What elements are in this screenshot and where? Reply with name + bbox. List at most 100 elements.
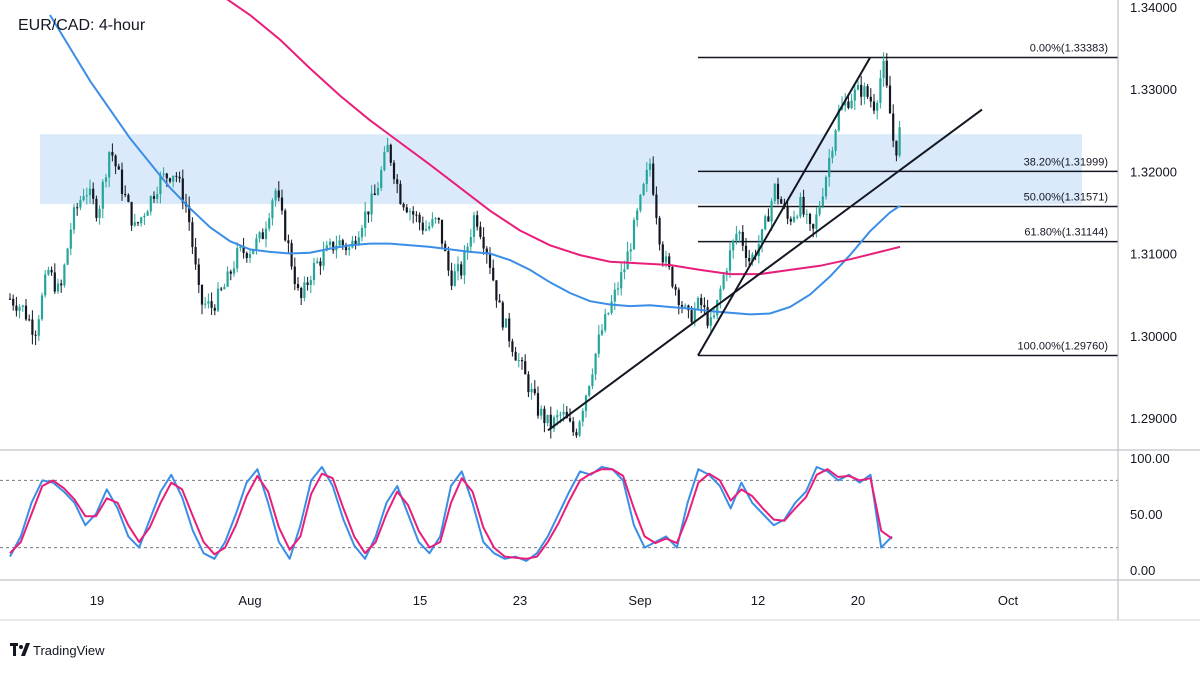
oscillator-tick-label: 100.00 [1130, 451, 1170, 466]
candle [47, 266, 50, 276]
candle [860, 75, 863, 106]
candle [549, 406, 552, 439]
candle [280, 189, 284, 215]
candle [104, 173, 108, 188]
candle [882, 52, 885, 87]
candle [380, 166, 383, 191]
candle [786, 199, 789, 225]
rising-channel-line [697, 57, 871, 356]
price-axis: 1.29000 1.30000 1.31000 1.32000 1.33000 1.340… [1130, 0, 1177, 578]
time-tick-label: Aug [238, 593, 261, 608]
candle [130, 201, 133, 231]
oscillator-tick-label: 0.00 [1130, 563, 1155, 578]
candle [508, 312, 511, 348]
candle [79, 195, 82, 211]
candle [524, 354, 527, 375]
candle [101, 179, 104, 219]
candle [264, 221, 268, 248]
fib-level-label: 0.00%(1.33383) [1030, 42, 1108, 54]
candle [872, 94, 876, 115]
stochastic-layer [0, 466, 1118, 562]
candle [168, 177, 172, 184]
candle [434, 216, 437, 224]
candle [284, 208, 287, 242]
candle [636, 207, 639, 227]
candle [469, 229, 472, 253]
candle [428, 222, 431, 232]
candle [709, 310, 712, 336]
candle [245, 251, 248, 263]
candle [741, 225, 744, 252]
candle [274, 188, 277, 207]
candle [796, 214, 799, 220]
price-tick-label: 1.31000 [1130, 247, 1177, 262]
candle [8, 293, 12, 301]
candle [485, 246, 488, 264]
candle [850, 93, 853, 110]
candle [56, 278, 60, 294]
candle [552, 415, 556, 433]
candle [367, 211, 370, 223]
candle [200, 284, 204, 315]
candle [482, 227, 485, 255]
candle [242, 237, 245, 259]
candle [620, 263, 623, 296]
candle [111, 143, 114, 162]
candle [210, 292, 213, 315]
candle [117, 163, 120, 170]
stochastic-d-line [9, 468, 893, 560]
candle [543, 405, 546, 433]
candle [178, 171, 181, 183]
candle [780, 196, 783, 205]
candle [808, 212, 812, 232]
moving-average-slow [226, 0, 901, 276]
candle [869, 88, 872, 108]
candle [418, 212, 421, 231]
candle [370, 185, 373, 222]
candle [744, 238, 748, 268]
candle [831, 146, 834, 164]
candle [146, 209, 149, 216]
candle [895, 140, 898, 162]
candle [696, 296, 700, 311]
candle [18, 304, 21, 319]
candle [60, 279, 63, 293]
resistance-zone [40, 134, 1082, 205]
candle [226, 266, 229, 288]
candle [402, 202, 405, 211]
candle [437, 217, 440, 224]
candle [530, 383, 533, 400]
candle [492, 259, 495, 282]
candle [591, 368, 594, 390]
uptrend-line [547, 108, 983, 432]
candle [514, 346, 517, 361]
candle [642, 182, 645, 197]
candle [258, 231, 261, 243]
time-tick-label: 12 [751, 593, 765, 608]
candle [127, 193, 130, 203]
fib-level-label: 100.00%(1.29760) [1017, 340, 1108, 352]
candle [412, 206, 415, 224]
candle [805, 209, 808, 225]
candle [376, 181, 380, 196]
candle [652, 156, 655, 197]
candle [616, 281, 620, 296]
candle [271, 198, 274, 226]
candle [15, 296, 18, 317]
candle [460, 261, 463, 280]
candle [853, 84, 856, 110]
candle [655, 186, 658, 225]
candle [578, 420, 581, 437]
candle [728, 242, 732, 279]
candle [389, 143, 392, 166]
candle [399, 180, 402, 205]
candle [668, 252, 671, 270]
candle [866, 83, 869, 100]
candle [28, 314, 31, 322]
candle [716, 299, 719, 319]
candle [373, 184, 376, 196]
candle [213, 304, 216, 316]
candle [24, 298, 28, 321]
candle [722, 272, 725, 291]
